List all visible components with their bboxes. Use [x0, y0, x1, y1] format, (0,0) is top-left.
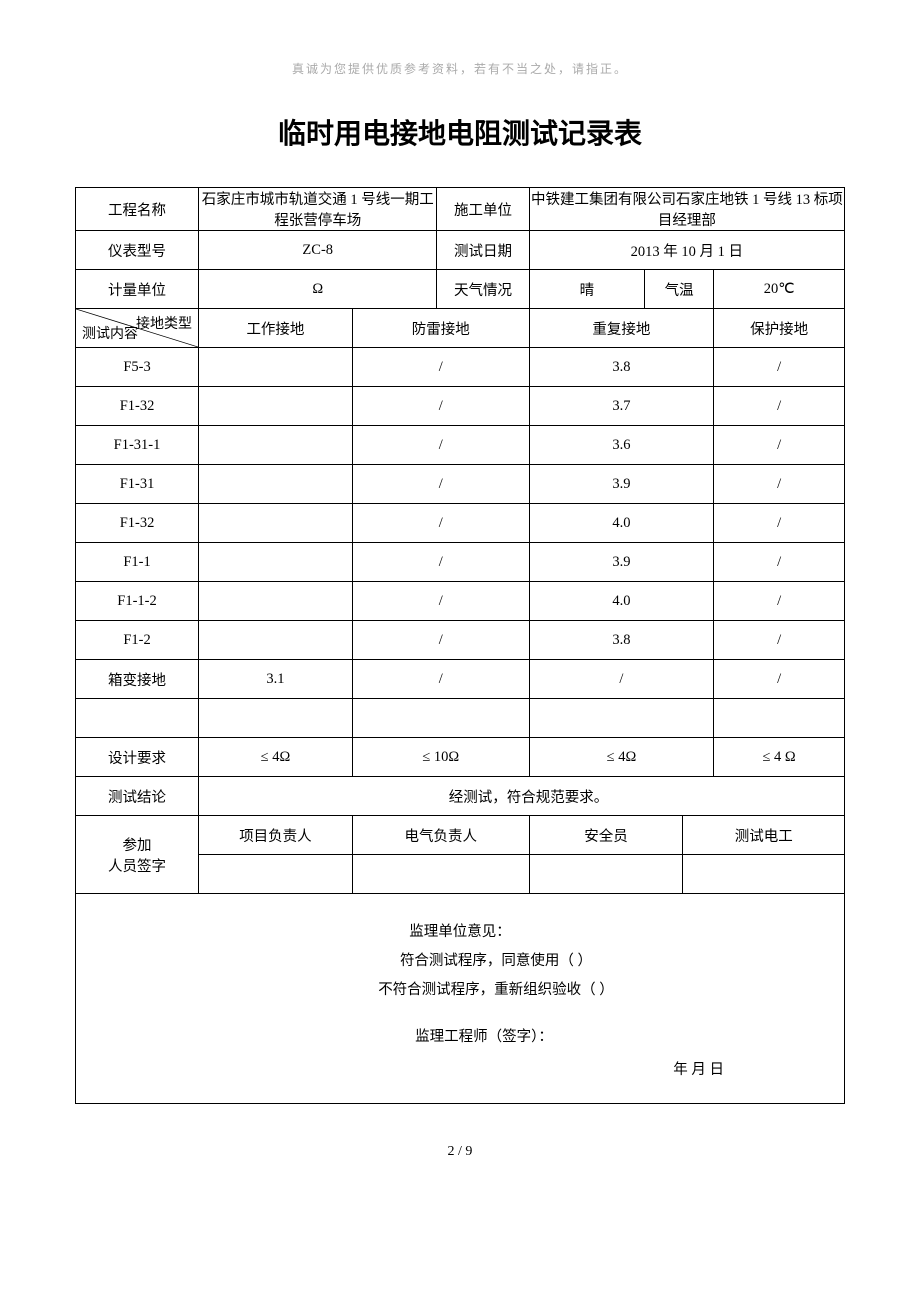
cell: / — [352, 660, 529, 699]
row-name: F1-32 — [76, 387, 199, 426]
empty-cell — [199, 699, 353, 738]
cell: / — [714, 621, 845, 660]
sign-electrical-lead — [352, 855, 529, 894]
opinion-line3: 不符合测试程序，重新组织验收（ ） — [168, 976, 824, 1005]
cell: / — [529, 660, 714, 699]
row-name: F1-31 — [76, 465, 199, 504]
cell: / — [352, 465, 529, 504]
label-conclusion: 测试结论 — [76, 777, 199, 816]
cell: 3.6 — [529, 426, 714, 465]
cell: 4.0 — [529, 582, 714, 621]
cell: / — [352, 543, 529, 582]
label-testdate: 测试日期 — [437, 231, 529, 270]
cell: 3.1 — [199, 660, 353, 699]
cell — [199, 426, 353, 465]
cell: / — [352, 387, 529, 426]
value-testdate: 2013 年 10 月 1 日 — [529, 231, 844, 270]
cell — [199, 543, 353, 582]
empty-cell — [529, 699, 714, 738]
cell: / — [714, 387, 845, 426]
cell: / — [714, 348, 845, 387]
label-design-req: 设计要求 — [76, 738, 199, 777]
page-number: 2 / 9 — [75, 1144, 845, 1160]
row-name: F1-32 — [76, 504, 199, 543]
header-note: 真诚为您提供优质参考资料，若有不当之处，请指正。 — [75, 60, 845, 77]
cell: / — [714, 504, 845, 543]
role-tester: 测试电工 — [683, 816, 845, 855]
cell — [199, 621, 353, 660]
cell — [199, 387, 353, 426]
cell: 3.8 — [529, 348, 714, 387]
sign-tester — [683, 855, 845, 894]
value-construction-unit: 中铁建工集团有限公司石家庄地铁 1 号线 13 标项目经理部 — [529, 188, 844, 231]
cell: 3.9 — [529, 465, 714, 504]
col-lightning-ground: 防雷接地 — [352, 309, 529, 348]
value-instrument: ZC-8 — [199, 231, 437, 270]
cell: 3.8 — [529, 621, 714, 660]
cell: 3.7 — [529, 387, 714, 426]
role-electrical-lead: 电气负责人 — [352, 816, 529, 855]
cell: / — [352, 582, 529, 621]
label-temp: 气温 — [645, 270, 714, 309]
design-c1: ≤ 4Ω — [199, 738, 353, 777]
label-project: 工程名称 — [76, 188, 199, 231]
sign-project-lead — [199, 855, 353, 894]
opinion-date: 年 月 日 — [96, 1056, 824, 1085]
cell: / — [714, 660, 845, 699]
row-name: F1-1-2 — [76, 582, 199, 621]
cell: / — [352, 621, 529, 660]
row-name: F5-3 — [76, 348, 199, 387]
cell: / — [352, 504, 529, 543]
row-name: 箱变接地 — [76, 660, 199, 699]
cell — [199, 348, 353, 387]
value-temp: 20℃ — [714, 270, 845, 309]
col-protect-ground: 保护接地 — [714, 309, 845, 348]
design-c3: ≤ 4Ω — [529, 738, 714, 777]
conclusion-text: 经测试，符合规范要求。 — [199, 777, 845, 816]
cell — [199, 582, 353, 621]
label-participants: 参加 人员签字 — [76, 816, 199, 894]
cell — [199, 504, 353, 543]
opinion-cell: 监理单位意见： 符合测试程序，同意使用（ ） 不符合测试程序，重新组织验收（ ）… — [76, 894, 845, 1104]
cell: / — [714, 543, 845, 582]
label-unit: 计量单位 — [76, 270, 199, 309]
row-name: F1-1 — [76, 543, 199, 582]
cell: 3.9 — [529, 543, 714, 582]
sign-safety — [529, 855, 683, 894]
cell: / — [714, 426, 845, 465]
cell: 4.0 — [529, 504, 714, 543]
cell: / — [352, 348, 529, 387]
label-instrument: 仪表型号 — [76, 231, 199, 270]
label-weather: 天气情况 — [437, 270, 529, 309]
diagonal-header: 接地类型 测试内容 — [76, 309, 199, 348]
cell: / — [352, 426, 529, 465]
record-table: 工程名称 石家庄市城市轨道交通 1 号线一期工程张营停车场 施工单位 中铁建工集… — [75, 187, 845, 1104]
role-safety: 安全员 — [529, 816, 683, 855]
empty-cell — [76, 699, 199, 738]
cell — [199, 465, 353, 504]
col-working-ground: 工作接地 — [199, 309, 353, 348]
cell: / — [714, 582, 845, 621]
page-title: 临时用电接地电阻测试记录表 — [75, 112, 845, 152]
cell: / — [714, 465, 845, 504]
label-construction-unit: 施工单位 — [437, 188, 529, 231]
row-name: F1-2 — [76, 621, 199, 660]
role-project-lead: 项目负责人 — [199, 816, 353, 855]
opinion-line1: 监理单位意见： — [96, 918, 824, 947]
opinion-line4: 监理工程师（签字）： — [144, 1023, 824, 1052]
design-c2: ≤ 10Ω — [352, 738, 529, 777]
opinion-line2: 符合测试程序，同意使用（ ） — [168, 947, 824, 976]
value-project: 石家庄市城市轨道交通 1 号线一期工程张营停车场 — [199, 188, 437, 231]
diag-top: 接地类型 — [136, 313, 192, 333]
design-c4: ≤ 4 Ω — [714, 738, 845, 777]
value-weather: 晴 — [529, 270, 644, 309]
value-unit: Ω — [199, 270, 437, 309]
empty-cell — [352, 699, 529, 738]
empty-cell — [714, 699, 845, 738]
diag-bottom: 测试内容 — [82, 323, 138, 343]
row-name: F1-31-1 — [76, 426, 199, 465]
col-repeat-ground: 重复接地 — [529, 309, 714, 348]
